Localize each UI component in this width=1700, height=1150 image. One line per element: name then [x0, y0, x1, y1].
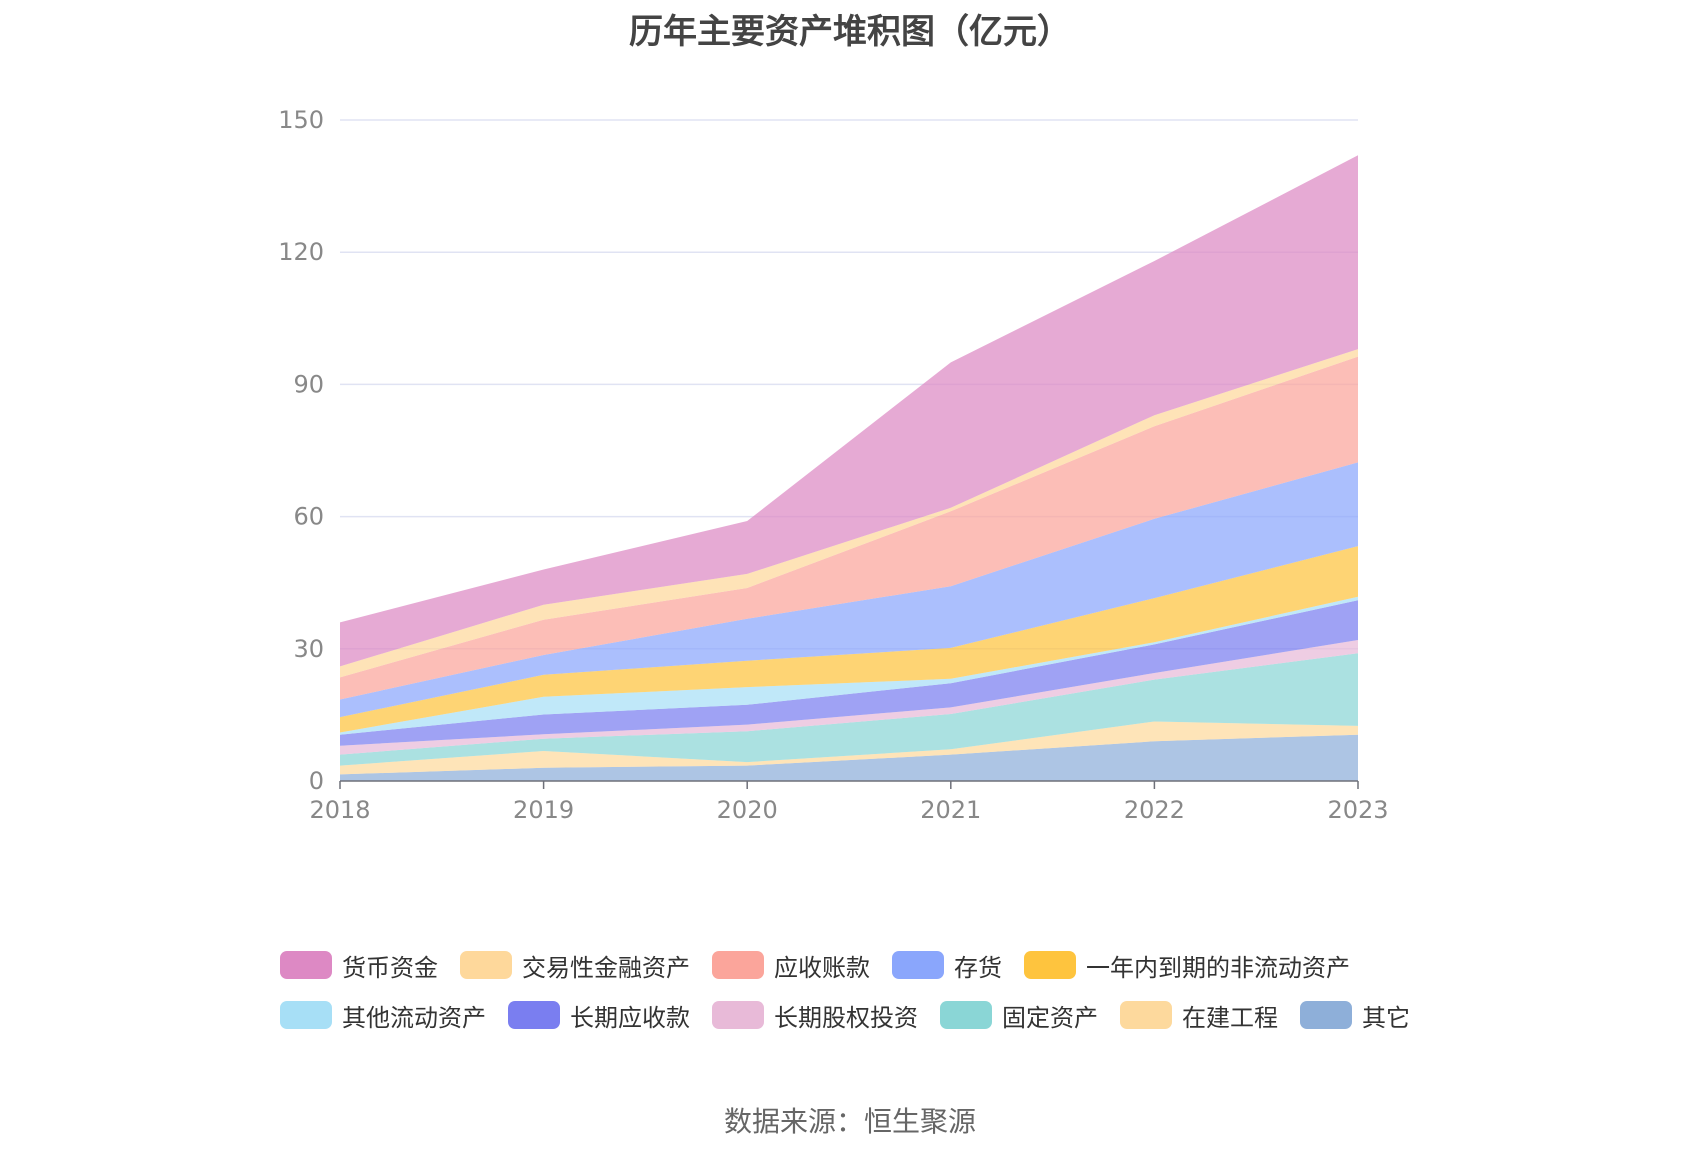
area-series-8: 应收账款: [340, 356, 1358, 700]
legend-label: 固定资产: [1002, 1003, 1098, 1032]
legend-row: 货币资金 交易性金融资产 应收账款 存货 一年内到期的非流动资产: [280, 940, 1460, 990]
area-series-9: 交易性金融资产: [340, 349, 1358, 678]
area-series-10: 货币资金: [340, 155, 1358, 667]
area-series-2: 固定资产: [340, 653, 1358, 766]
legend-label: 存货: [954, 953, 1002, 982]
legend-label: 一年内到期的非流动资产: [1086, 953, 1350, 982]
legend-item[interactable]: 其他流动资产: [280, 998, 486, 1033]
chart-title: 历年主要资产堆积图（亿元）: [629, 12, 1071, 52]
legend-label: 在建工程: [1182, 1003, 1278, 1032]
x-tick-label: 2023: [1327, 796, 1388, 824]
area-series-5: 其他流动资产: [340, 596, 1358, 735]
legend-item[interactable]: 长期股权投资: [712, 998, 918, 1033]
legend-item[interactable]: 存货: [892, 948, 1002, 983]
area-series-group: 其它在建工程固定资产长期股权投资长期应收款其他流动资产一年内到期的非流动资产存货…: [340, 155, 1358, 781]
legend-swatch: [508, 1001, 560, 1029]
legend-item[interactable]: 在建工程: [1120, 998, 1278, 1033]
legend-swatch: [892, 951, 944, 979]
area-series-3: 长期股权投资: [340, 640, 1358, 755]
legend-swatch: [460, 951, 512, 979]
legend-label: 其他流动资产: [342, 1003, 486, 1032]
legend-swatch: [1024, 951, 1076, 979]
legend-swatch: [712, 951, 764, 979]
y-tick-label: 150: [278, 106, 324, 134]
legend-swatch: [940, 1001, 992, 1029]
y-tick-label: 60: [293, 503, 324, 531]
y-tick-label: 120: [278, 238, 324, 266]
legend-swatch: [712, 1001, 764, 1029]
legend-swatch: [1120, 1001, 1172, 1029]
legend-label: 应收账款: [774, 953, 870, 982]
area-series-1: 在建工程: [340, 721, 1358, 775]
area-series-7: 存货: [340, 462, 1358, 718]
legend-label: 交易性金融资产: [522, 953, 690, 982]
area-series-0: 其它: [340, 734, 1358, 781]
legend-item[interactable]: 固定资产: [940, 998, 1098, 1033]
legend-swatch: [280, 951, 332, 979]
data-source: 数据来源：恒生聚源: [723, 1105, 976, 1138]
x-tick-label: 2021: [920, 796, 981, 824]
axes: 0 30 60 90 120 150 2018 2019 2020 2021 2022 2023: [278, 106, 1388, 824]
x-tick-label: 2018: [309, 796, 370, 824]
legend-label: 货币资金: [342, 953, 438, 982]
area-series-4: 长期应收款: [340, 600, 1358, 746]
legend-swatch: [1300, 1001, 1352, 1029]
legend-item[interactable]: 交易性金融资产: [460, 948, 690, 983]
x-tick-label: 2020: [717, 796, 778, 824]
y-tick-label: 30: [293, 635, 324, 663]
legend-swatch: [280, 1001, 332, 1029]
legend: 货币资金 交易性金融资产 应收账款 存货 一年内到期的非流动资产其他流动资产 长期应收款 长…: [280, 940, 1460, 1040]
legend-row: 其他流动资产 长期应收款 长期股权投资 固定资产 在建工程 其它: [280, 990, 1460, 1040]
x-tick-label: 2022: [1124, 796, 1185, 824]
legend-item[interactable]: 应收账款: [712, 948, 870, 983]
area-series-6: 一年内到期的非流动资产: [340, 546, 1358, 733]
legend-label: 长期股权投资: [774, 1003, 918, 1032]
legend-item[interactable]: 货币资金: [280, 948, 438, 983]
y-tick-label: 0: [309, 767, 324, 795]
legend-item[interactable]: 一年内到期的非流动资产: [1024, 948, 1350, 983]
legend-label: 其它: [1362, 1003, 1410, 1032]
legend-item[interactable]: 长期应收款: [508, 998, 690, 1033]
area-chart: 其它在建工程固定资产长期股权投资长期应收款其他流动资产一年内到期的非流动资产存货…: [278, 106, 1388, 824]
legend-label: 长期应收款: [570, 1003, 690, 1032]
y-tick-label: 90: [293, 370, 324, 398]
legend-item[interactable]: 其它: [1300, 998, 1410, 1033]
x-tick-label: 2019: [513, 796, 574, 824]
